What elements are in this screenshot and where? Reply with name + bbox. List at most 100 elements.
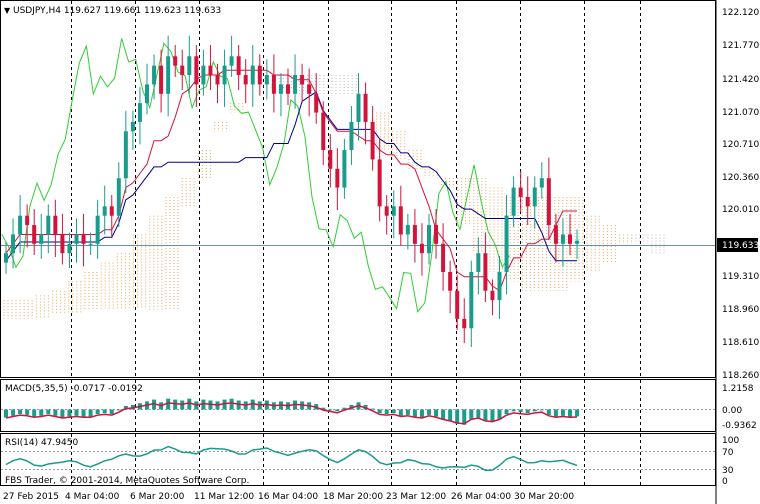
- candle-body: [130, 121, 135, 132]
- candle-body: [81, 234, 86, 244]
- macd-bar: [102, 409, 107, 414]
- rsi-level-30: 30: [722, 466, 734, 476]
- candle-body: [504, 215, 509, 272]
- candle-body: [391, 206, 396, 216]
- macd-bar: [116, 409, 121, 411]
- candle-body: [293, 75, 298, 94]
- macd-bar: [4, 409, 8, 418]
- candle-body: [271, 75, 276, 94]
- macd-bar: [497, 409, 502, 420]
- macd-bar: [328, 409, 333, 411]
- macd-bar: [250, 399, 255, 410]
- main-pane-frame: [0, 0, 716, 378]
- macd-level-1: 0.00: [722, 406, 742, 416]
- macd-bar: [575, 409, 580, 417]
- candle-body: [208, 65, 213, 76]
- rsi-level-0: 0: [722, 477, 728, 487]
- candle-body: [4, 253, 8, 263]
- current-price-label: 119.633: [722, 241, 759, 251]
- time-label-2: 6 Mar 20:00: [130, 492, 185, 502]
- time-label-6: 23 Mar 12:00: [386, 492, 446, 502]
- candle-body: [553, 225, 558, 244]
- candle-body: [328, 150, 333, 169]
- macd-header: MACD(5,35,5) -0.0717 -0.0192: [5, 384, 143, 394]
- candle-body: [286, 84, 290, 94]
- macd-bar: [391, 409, 396, 414]
- ichimoku-cloud: [3, 75, 665, 319]
- copyright-text: FBS Trader, © 2001-2014, MetaQuotes Soft…: [5, 476, 249, 486]
- main-price-pane[interactable]: ▼ USDJPY,H4 119.627 119.661 119.623 119.…: [0, 0, 716, 378]
- rsi-pane[interactable]: RSI(14) 47.9450 100 70 30 0 FBS Trader, …: [0, 433, 740, 488]
- macd-bar: [553, 409, 558, 417]
- macd-bar: [222, 399, 227, 410]
- price-axis: 122.120 121.770 121.420 121.070 120.710 …: [715, 0, 759, 504]
- macd-bar: [39, 409, 44, 416]
- macd-level-2: -0.9362: [722, 421, 757, 431]
- candle-body: [300, 75, 305, 85]
- macd-bar: [384, 409, 389, 414]
- candle-body: [483, 253, 488, 291]
- price-level-7: 119.310: [722, 272, 759, 282]
- kijun-sen-line: [5, 91, 577, 262]
- candle-body: [18, 215, 23, 235]
- candle-body: [434, 225, 439, 244]
- candle-body: [173, 56, 178, 66]
- candle-body: [166, 56, 171, 94]
- candle-body: [123, 131, 128, 179]
- candle-body: [74, 234, 79, 244]
- time-label-1: 4 Mar 04:00: [65, 492, 120, 502]
- candle-body: [53, 215, 58, 235]
- macd-bar: [46, 409, 51, 414]
- macd-bar: [469, 409, 474, 420]
- tenkan-sen-line: [5, 69, 577, 292]
- price-level-4: 120.710: [722, 140, 759, 150]
- macd-bar: [335, 409, 340, 412]
- macd-pane[interactable]: MACD(5,35,5) -0.0717 -0.0192 1.2158 0.00…: [0, 379, 757, 432]
- macd-bar: [560, 409, 565, 416]
- macd-bar: [568, 409, 572, 417]
- candle-body: [152, 65, 157, 85]
- macd-bar: [532, 409, 537, 412]
- macd-bar: [11, 409, 16, 416]
- rsi-line: [5, 445, 578, 472]
- candle-body: [25, 215, 30, 226]
- time-label-7: 26 Mar 04:00: [451, 492, 511, 502]
- candle-body: [39, 234, 44, 244]
- candle-body: [215, 75, 220, 85]
- candle-body: [321, 112, 326, 151]
- candle-body: [511, 187, 516, 216]
- candle-body: [95, 215, 100, 244]
- macd-bar: [123, 405, 128, 410]
- candle-body: [455, 290, 460, 319]
- macd-bar: [377, 409, 382, 414]
- candle-body: [307, 84, 312, 94]
- time-label-8: 30 Mar 20:00: [514, 492, 574, 502]
- macd-bar: [511, 409, 516, 412]
- candle-body: [370, 121, 375, 160]
- price-level-3: 121.070: [722, 108, 759, 118]
- macd-bar: [152, 399, 157, 410]
- candle-body: [60, 234, 65, 254]
- macd-bar: [88, 409, 93, 417]
- candle-body: [11, 234, 16, 254]
- candle-body: [257, 65, 262, 85]
- candle-body: [32, 225, 37, 244]
- candle-body: [187, 56, 192, 76]
- macd-bar: [95, 409, 100, 414]
- rsi-level-70: 70: [722, 448, 734, 458]
- macd-bar: [483, 409, 488, 422]
- macd-bar: [476, 409, 481, 418]
- time-axis: 27 Feb 2015 4 Mar 04:00 6 Mar 20:00 11 M…: [3, 492, 574, 502]
- candle-body: [314, 93, 319, 113]
- macd-bar: [518, 409, 523, 413]
- macd-bar: [74, 409, 79, 416]
- macd-bar: [321, 407, 326, 410]
- candle-body: [201, 65, 206, 85]
- symbol-dropdown-icon[interactable]: ▼: [4, 6, 11, 15]
- price-level-1: 121.770: [722, 41, 759, 51]
- macd-bar: [25, 409, 30, 415]
- candle-body: [384, 206, 389, 216]
- price-level-8: 118.960: [722, 305, 759, 315]
- price-level-10: 118.260: [722, 371, 759, 381]
